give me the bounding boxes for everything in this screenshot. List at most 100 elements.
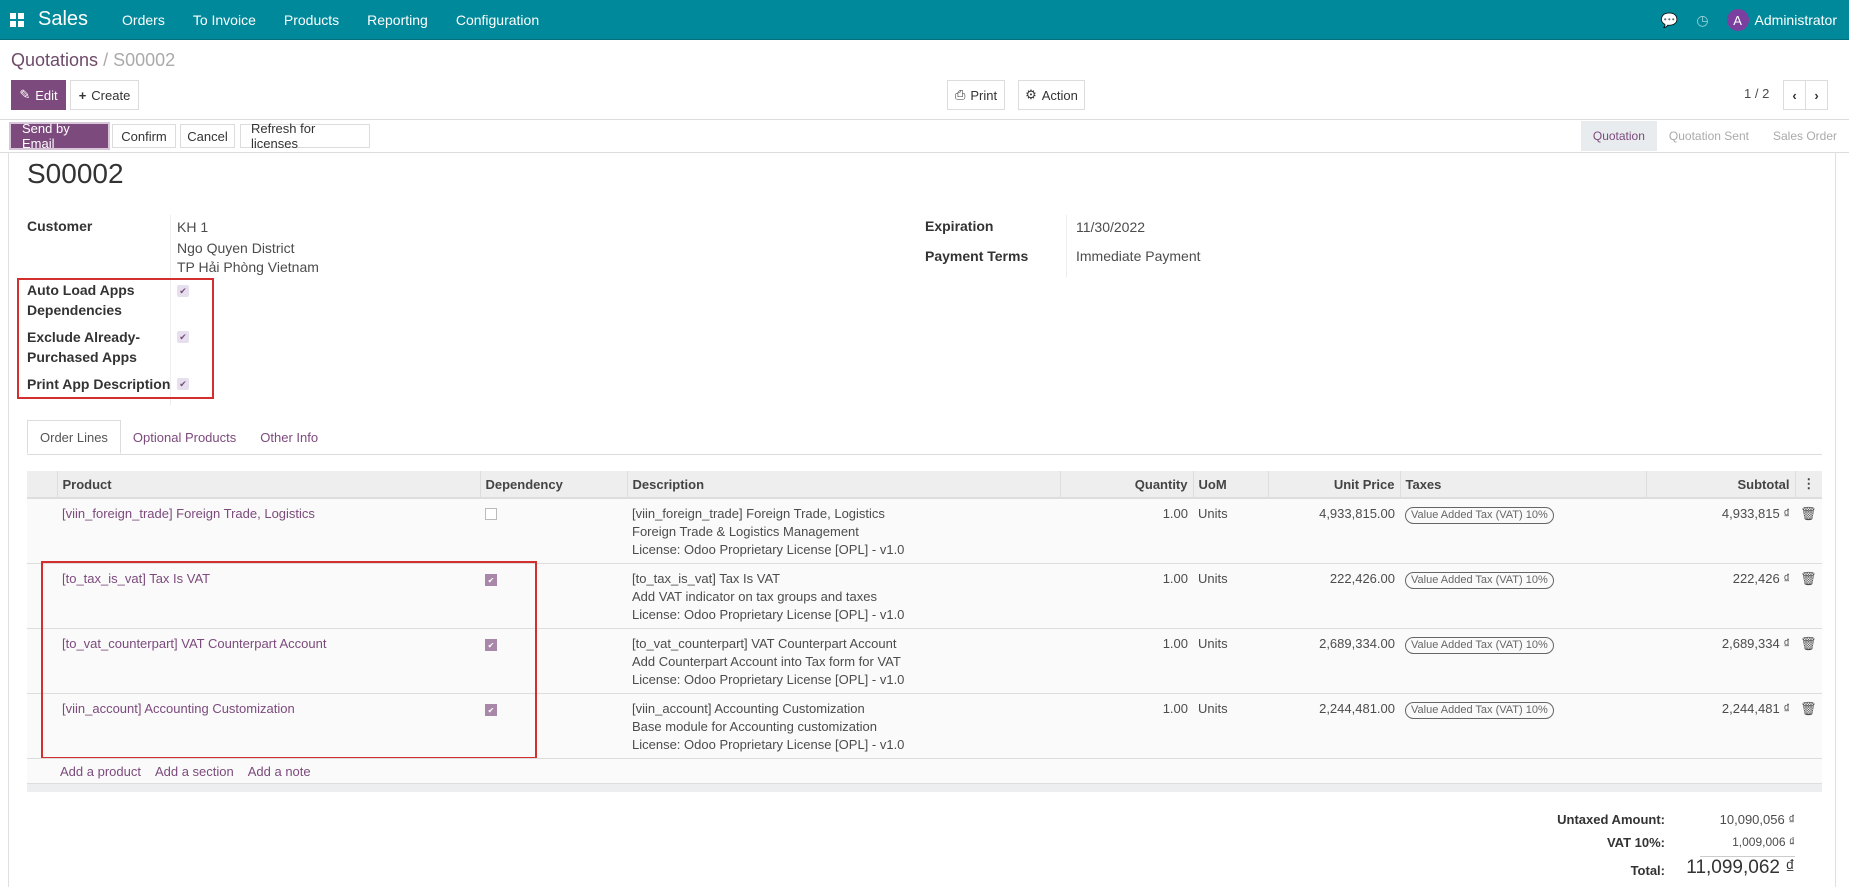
- unit-price: 222,426.00: [1268, 562, 1400, 628]
- auto-load-label: Auto Load Apps Dependencies: [27, 282, 135, 318]
- col-dependency[interactable]: Dependency: [479, 471, 627, 499]
- add-line-row: Add a product Add a section Add a note: [27, 758, 1822, 783]
- tax-badge: Value Added Tax (VAT) 10%: [1405, 571, 1554, 589]
- menu-products[interactable]: Products: [283, 11, 340, 28]
- pencil-icon: ✎: [19, 87, 31, 102]
- col-product[interactable]: Product: [56, 471, 480, 499]
- pager-next-button[interactable]: ›: [1805, 80, 1828, 110]
- print-description-checkbox[interactable]: ✔: [177, 378, 189, 390]
- breadcrumb-quotations[interactable]: Quotations: [11, 50, 99, 70]
- auto-load-checkbox[interactable]: ✔: [177, 285, 189, 297]
- quantity: 1.00: [1060, 562, 1193, 628]
- totals: Untaxed Amount: 10,090,056 ₫ VAT 10%: 1,…: [1500, 810, 1795, 887]
- tab-optional-products[interactable]: Optional Products: [132, 429, 237, 445]
- uom: Units: [1193, 692, 1268, 758]
- untaxed-value: 10,090,056 ₫: [1719, 812, 1795, 827]
- divider: [1700, 856, 1795, 857]
- tax-badge: Value Added Tax (VAT) 10%: [1405, 701, 1554, 719]
- top-navbar: Sales Orders To Invoice Products Reporti…: [0, 0, 1849, 40]
- table-row[interactable]: [to_tax_is_vat] Tax Is VAT ✔ [to_tax_is_…: [27, 562, 1822, 628]
- status-sales-order[interactable]: Sales Order: [1772, 129, 1837, 143]
- add-note-link[interactable]: Add a note: [247, 763, 311, 779]
- uom: Units: [1193, 627, 1268, 693]
- subtotal: 2,689,334 ₫: [1646, 627, 1795, 693]
- status-quotation-sent[interactable]: Quotation Sent: [1668, 129, 1749, 143]
- confirm-button[interactable]: Confirm: [112, 124, 176, 148]
- table-row[interactable]: [viin_foreign_trade] Foreign Trade, Logi…: [27, 497, 1822, 563]
- chevron-right-icon: ›: [1814, 87, 1819, 103]
- pager-previous-button[interactable]: ‹: [1783, 80, 1806, 110]
- add-product-link[interactable]: Add a product: [60, 763, 141, 779]
- trash-icon[interactable]: 🗑: [1800, 506, 1817, 521]
- col-taxes[interactable]: Taxes: [1399, 471, 1646, 499]
- tax-badge: Value Added Tax (VAT) 10%: [1405, 507, 1554, 524]
- payment-terms-label: Payment Terms: [925, 248, 1029, 264]
- divider: [0, 152, 1849, 153]
- print-button[interactable]: ⎙ Print: [947, 80, 1005, 110]
- dependency-checkbox[interactable]: [485, 508, 497, 520]
- chat-icon[interactable]: 💬: [1660, 11, 1679, 28]
- dependency-checkbox[interactable]: ✔: [485, 573, 497, 586]
- column-options-icon[interactable]: ⋮: [1794, 471, 1822, 499]
- status-quotation[interactable]: Quotation: [1580, 121, 1657, 151]
- col-subtotal[interactable]: Subtotal: [1645, 471, 1795, 499]
- vat-value: 1,009,006 ₫: [1732, 835, 1795, 849]
- breadcrumb: Quotations / S00002: [11, 50, 176, 70]
- apps-menu-icon[interactable]: [10, 12, 24, 27]
- untaxed-label: Untaxed Amount:: [1557, 812, 1665, 827]
- description-line: Add Counterpart Account into Tax form fo…: [632, 653, 901, 669]
- divider: [0, 119, 1849, 120]
- trash-icon[interactable]: 🗑: [1800, 570, 1817, 586]
- tab-order-lines[interactable]: Order Lines: [27, 420, 121, 454]
- product-name[interactable]: [to_vat_counterpart] VAT Counterpart Acc…: [62, 635, 327, 651]
- cancel-button[interactable]: Cancel: [180, 124, 235, 148]
- table-row[interactable]: [viin_account] Accounting Customization …: [27, 692, 1822, 758]
- menu-reporting[interactable]: Reporting: [367, 11, 428, 28]
- quantity: 1.00: [1060, 692, 1193, 758]
- chevron-left-icon: ‹: [1792, 87, 1797, 103]
- printer-icon: ⎙: [954, 87, 966, 102]
- quantity: 1.00: [1060, 497, 1193, 563]
- product-name[interactable]: [viin_account] Accounting Customization: [62, 700, 295, 716]
- product-name[interactable]: [to_tax_is_vat] Tax Is VAT: [62, 570, 211, 586]
- description-line: [viin_foreign_trade] Foreign Trade, Logi…: [632, 506, 885, 521]
- uom: Units: [1193, 562, 1268, 628]
- col-unit-price[interactable]: Unit Price: [1267, 471, 1400, 499]
- send-by-email-button[interactable]: Send by Email: [11, 121, 108, 151]
- col-quantity[interactable]: Quantity: [1059, 471, 1193, 499]
- pager-value[interactable]: 1 / 2: [1744, 86, 1770, 101]
- subtotal: 2,244,481 ₫: [1646, 692, 1795, 758]
- customer-name[interactable]: KH 1: [177, 219, 209, 235]
- user-menu[interactable]: A Administrator: [1726, 9, 1837, 31]
- product-name[interactable]: [viin_foreign_trade] Foreign Trade, Logi…: [62, 506, 315, 521]
- trash-icon[interactable]: 🗑: [1800, 700, 1817, 716]
- status-bar: Quotation Quotation Sent Sales Order: [1580, 121, 1849, 151]
- total-label: Total:: [1630, 863, 1665, 878]
- col-description[interactable]: Description: [626, 471, 1060, 499]
- divider: [170, 215, 171, 405]
- description-line: Foreign Trade & Logistics Management: [632, 524, 859, 539]
- exclude-purchased-checkbox[interactable]: ✔: [177, 331, 189, 343]
- dependency-checkbox[interactable]: ✔: [485, 703, 497, 716]
- description-line: License: Odoo Proprietary License [OPL] …: [632, 736, 905, 752]
- unit-price: 2,689,334.00: [1268, 627, 1400, 693]
- clock-icon[interactable]: ◷: [1696, 11, 1709, 28]
- col-uom[interactable]: UoM: [1192, 471, 1268, 499]
- dependency-checkbox[interactable]: ✔: [485, 638, 497, 651]
- trash-icon[interactable]: 🗑: [1800, 635, 1817, 651]
- avatar: A: [1726, 9, 1749, 31]
- create-button[interactable]: + Create: [70, 80, 139, 110]
- app-name[interactable]: Sales: [38, 8, 89, 30]
- menu-to-invoice[interactable]: To Invoice: [192, 11, 256, 28]
- vat-label: VAT 10%:: [1606, 835, 1665, 850]
- refresh-licenses-button[interactable]: Refresh for licenses: [240, 121, 370, 151]
- tab-other-info[interactable]: Other Info: [260, 429, 319, 445]
- menu-orders[interactable]: Orders: [122, 11, 165, 28]
- edit-button[interactable]: ✎ Edit: [11, 80, 66, 110]
- add-section-link[interactable]: Add a section: [154, 763, 234, 779]
- expiration-label: Expiration: [925, 218, 994, 234]
- table-row[interactable]: [to_vat_counterpart] VAT Counterpart Acc…: [27, 627, 1822, 693]
- description-line: [to_vat_counterpart] VAT Counterpart Acc…: [632, 635, 897, 651]
- menu-configuration[interactable]: Configuration: [455, 11, 540, 28]
- action-button[interactable]: ⚙ Action: [1018, 80, 1085, 110]
